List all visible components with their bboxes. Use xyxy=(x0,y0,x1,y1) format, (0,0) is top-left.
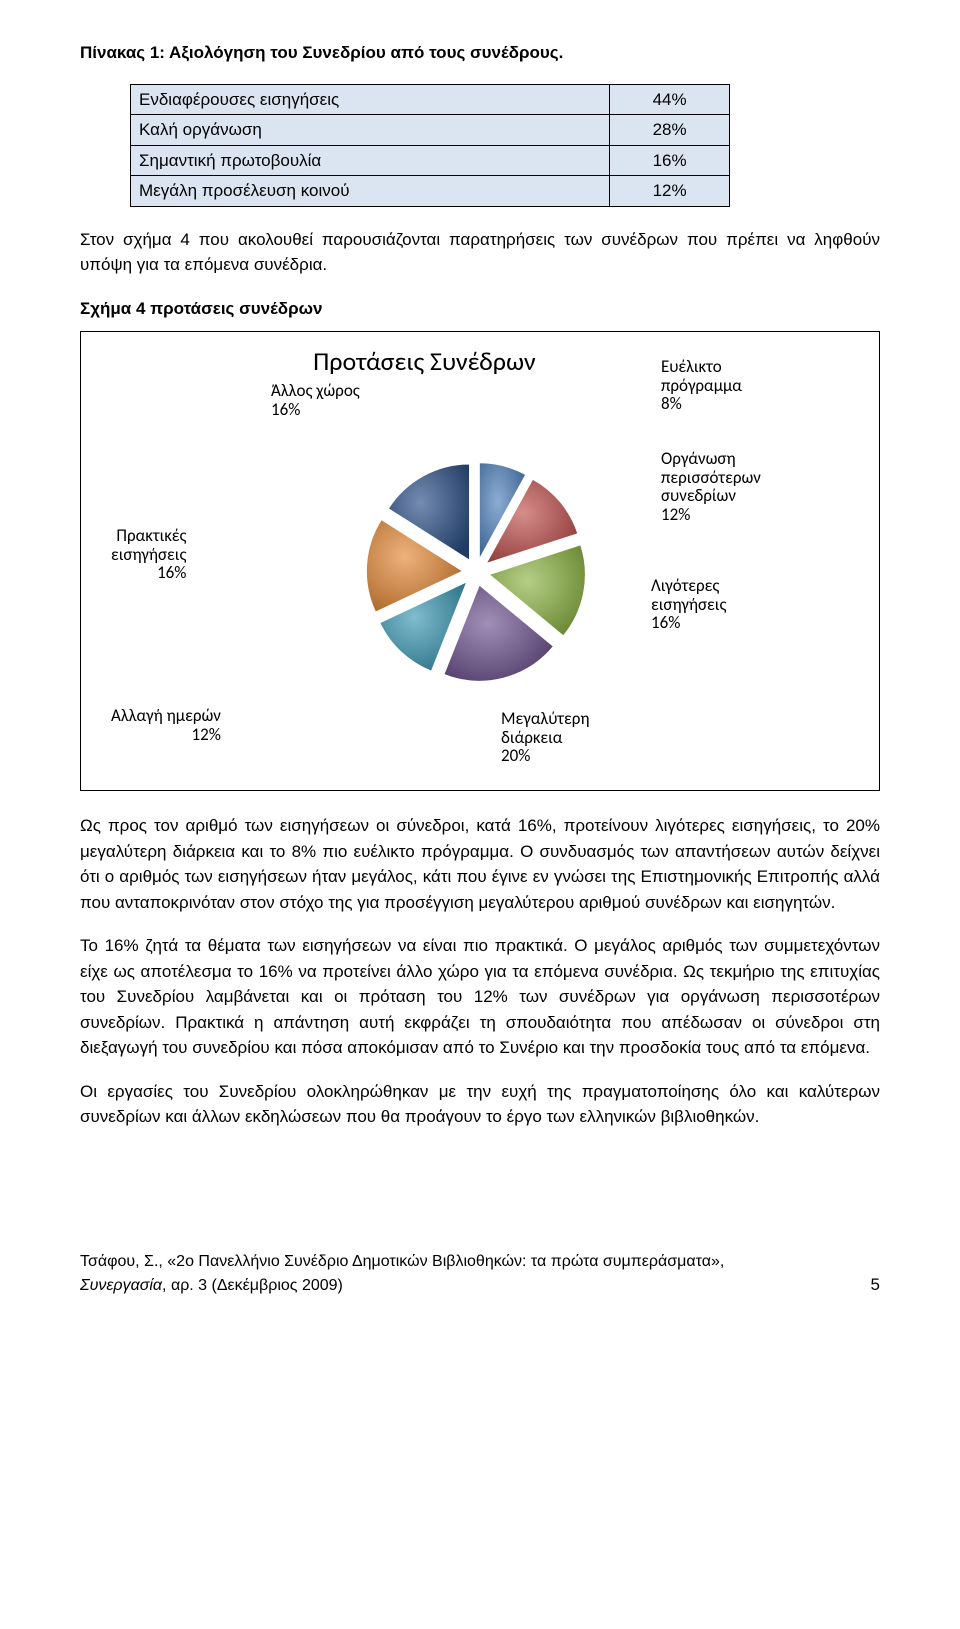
eval-value: 16% xyxy=(610,145,730,176)
page-footer: Τσάφου, Σ., «2ο Πανελλήνιο Συνέδριο Δημο… xyxy=(80,1250,880,1298)
eval-value: 44% xyxy=(610,84,730,115)
eval-label: Καλή οργάνωση xyxy=(131,115,610,146)
pie-label-longer-duration: Μεγαλύτερη διάρκεια 20% xyxy=(501,710,590,766)
evaluation-table: Ενδιαφέρουσες εισηγήσεις 44% Καλή οργάνω… xyxy=(130,84,730,207)
body-paragraph-3: Οι εργασίες του Συνεδρίου ολοκληρώθηκαν … xyxy=(80,1079,880,1130)
table-row: Σημαντική πρωτοβουλία 16% xyxy=(131,145,730,176)
intro-paragraph: Στον σχήμα 4 που ακολουθεί παρουσιάζοντα… xyxy=(80,227,880,278)
page-number: 5 xyxy=(871,1272,880,1298)
chart-title: Προτάσεις Συνέδρων xyxy=(313,342,536,381)
footer-rest: , αρ. 3 (Δεκέμβριος 2009) xyxy=(162,1277,343,1294)
page-title: Πίνακας 1: Αξιολόγηση του Συνεδρίου από … xyxy=(80,40,880,66)
pie-label-change-days: Αλλαγή ημερών 12% xyxy=(111,707,221,744)
footer-citation: Τσάφου, Σ., «2ο Πανελλήνιο Συνέδριο Δημο… xyxy=(80,1253,724,1270)
eval-value: 12% xyxy=(610,176,730,207)
pie-label-flexible-program: Ευέλικτο πρόγραμμα 8% xyxy=(661,358,742,414)
eval-label: Ενδιαφέρουσες εισηγήσεις xyxy=(131,84,610,115)
pie-chart-container: Προτάσεις Συνέδρων Ευέλικτο πρόγραμμα 8%… xyxy=(80,331,880,791)
table-row: Ενδιαφέρουσες εισηγήσεις 44% xyxy=(131,84,730,115)
eval-value: 28% xyxy=(610,115,730,146)
pie-label-more-conferences: Οργάνωση περισσότερων συνεδρίων 12% xyxy=(661,450,761,525)
pie-label-practical-talks: Πρακτικές εισηγήσεις 16% xyxy=(111,527,186,583)
eval-label: Σημαντική πρωτοβουλία xyxy=(131,145,610,176)
footer-journal: Συνεργασία xyxy=(80,1277,162,1294)
body-paragraph-2: Το 16% ζητά τα θέματα των εισηγήσεων να … xyxy=(80,933,880,1061)
pie-label-other-venue: Άλλος χώρος 16% xyxy=(271,382,360,419)
table-row: Καλή οργάνωση 28% xyxy=(131,115,730,146)
pie-chart-svg xyxy=(351,447,601,697)
body-paragraph-1: Ως προς τον αριθμό των εισηγήσεων οι σύν… xyxy=(80,813,880,915)
chart-caption: Σχήμα 4 προτάσεις συνέδρων xyxy=(80,296,880,322)
pie-label-fewer-talks: Λιγότερες εισηγήσεις 16% xyxy=(651,577,726,633)
table-row: Μεγάλη προσέλευση κοινού 12% xyxy=(131,176,730,207)
eval-label: Μεγάλη προσέλευση κοινού xyxy=(131,176,610,207)
